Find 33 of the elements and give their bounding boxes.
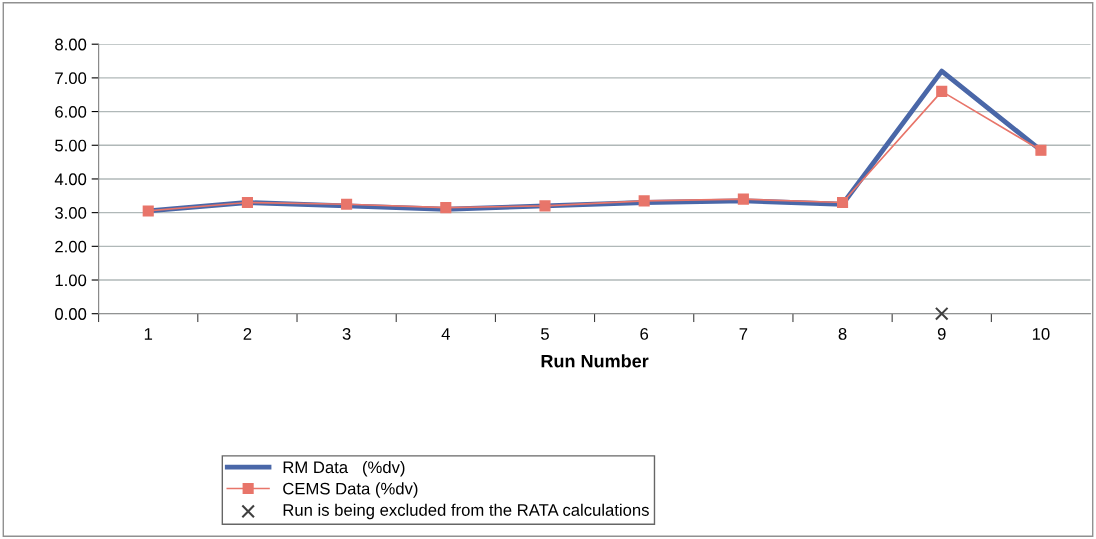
x-tick-label: 9 [937,328,946,340]
y-tick-label: 1.00 [55,274,87,287]
y-tick-label: 8.00 [55,38,87,51]
point [241,196,253,209]
x-tick-label: 8 [838,328,847,340]
y-tick-label: 5.00 [55,139,87,152]
y-tick-label: 6.00 [55,105,87,118]
point [836,196,849,209]
x-axis-title: Run Number [541,354,649,368]
x-tick-label: 10 [1032,328,1050,340]
point [440,202,452,214]
point [638,195,650,207]
y-tick-label: 2.00 [55,240,87,253]
x-tick-label: 6 [640,328,649,340]
y-tick-label: 7.00 [55,72,87,85]
legend-label: CEMS Data (%dv) [283,482,418,498]
x-tick-label: 5 [541,328,549,340]
x-tick-label: 1 [144,328,153,340]
y-tick-label: 4.00 [54,173,87,186]
x-tick-label: 7 [739,328,748,340]
point [142,205,154,217]
point [1035,144,1047,156]
x-tick-label: 4 [441,328,450,340]
legend-label: RM Data (%dv) [283,460,405,477]
x-tick-label: 2 [243,328,252,340]
y-tick-label: 0.00 [55,308,87,320]
point [539,200,551,212]
point [936,85,948,97]
y-tick-label: 3.00 [55,207,87,219]
legend-label: Run is being excluded from the RATA calculations [283,503,649,520]
x-tick-label: 3 [342,328,351,340]
point [341,198,353,210]
point [737,193,749,205]
